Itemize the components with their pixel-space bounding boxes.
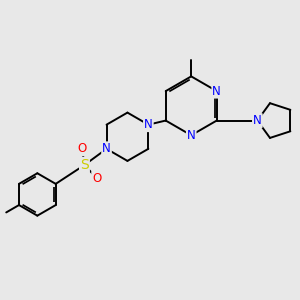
- Text: O: O: [77, 142, 87, 155]
- Text: N: N: [144, 118, 153, 131]
- Text: N: N: [212, 85, 221, 98]
- Text: N: N: [253, 114, 262, 127]
- Text: N: N: [187, 129, 196, 142]
- Text: N: N: [102, 142, 111, 155]
- Text: O: O: [92, 172, 101, 185]
- Text: S: S: [80, 158, 89, 172]
